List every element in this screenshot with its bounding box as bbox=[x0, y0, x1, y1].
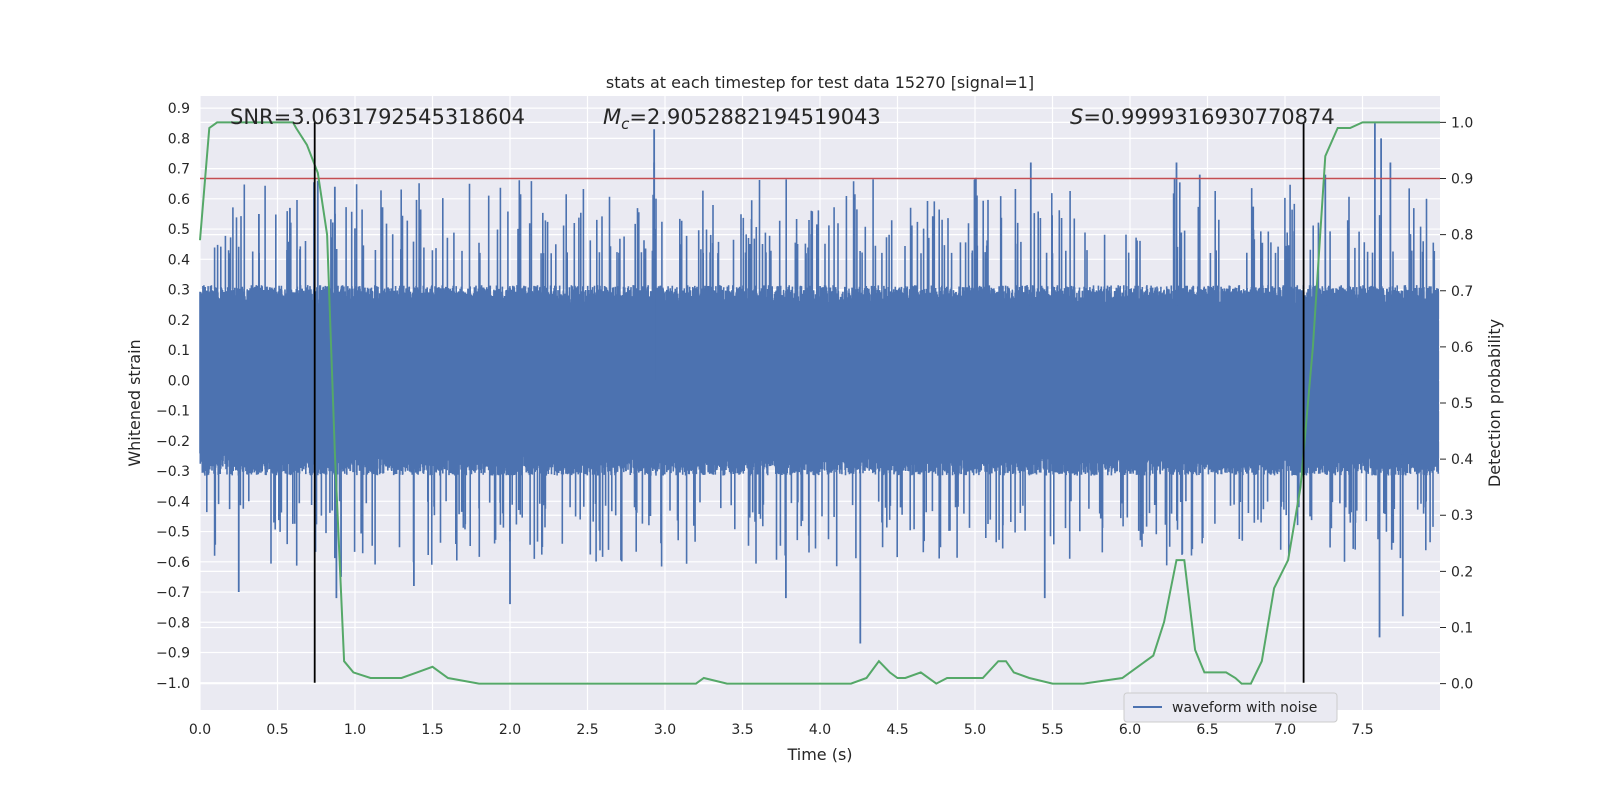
y-right-tick-label: 1.0 bbox=[1451, 115, 1473, 131]
y-ticks-right: 1.0 0.9 0.8 0.7 0.6 0.5 0.4 0.3 0.2 0.1 0.0 bbox=[1440, 115, 1473, 693]
x-tick-label: 0.0 bbox=[189, 722, 211, 738]
y-right-tick-label: 0.6 bbox=[1451, 340, 1473, 356]
y-tick-label: 0.4 bbox=[168, 252, 190, 268]
y-right-tick-label: 0.3 bbox=[1451, 508, 1473, 524]
x-tick-label: 1.0 bbox=[344, 722, 366, 738]
x-tick-label: 0.5 bbox=[266, 722, 288, 738]
y-right-tick-label: 0.8 bbox=[1451, 228, 1473, 244]
x-tick-label: 4.0 bbox=[809, 722, 831, 738]
x-tick-label: 7.0 bbox=[1274, 722, 1296, 738]
x-tick-label: 5.0 bbox=[964, 722, 986, 738]
x-tick-label: 1.5 bbox=[421, 722, 443, 738]
legend: waveform with noise bbox=[1123, 692, 1338, 723]
x-tick-label: 7.5 bbox=[1351, 722, 1373, 738]
chirp-mass-value: =2.9052882194519043 bbox=[629, 105, 880, 129]
x-axis-label: Time (s) bbox=[786, 745, 852, 764]
chart-title: stats at each timestep for test data 152… bbox=[606, 73, 1034, 92]
x-ticks: 0.0 0.5 1.0 1.5 2.0 2.5 3.0 3.5 4.0 4.5 5.0 5.5 6.0 6… bbox=[189, 722, 1374, 738]
noise-peaks bbox=[237, 123, 1404, 644]
y-right-tick-label: 0.0 bbox=[1451, 677, 1473, 693]
x-tick-label: 4.5 bbox=[886, 722, 908, 738]
y-tick-label: 0.5 bbox=[168, 222, 190, 238]
y-tick-label: 0.2 bbox=[168, 313, 190, 329]
y-right-tick-label: 0.4 bbox=[1451, 452, 1473, 468]
y-tick-label: 0.8 bbox=[168, 131, 190, 147]
y-tick-label: 0.0 bbox=[168, 373, 190, 389]
y-tick-label: −0.9 bbox=[156, 646, 190, 662]
score-symbol: S bbox=[1070, 105, 1083, 129]
y-tick-label: 0.1 bbox=[168, 343, 190, 359]
chirp-mass-annotation: Mc=2.9052882194519043 bbox=[603, 105, 881, 133]
y-tick-label: −0.2 bbox=[156, 434, 190, 450]
y-axis-label: Whitened strain bbox=[125, 339, 144, 466]
x-tick-label: 2.0 bbox=[499, 722, 521, 738]
y-tick-label: −0.7 bbox=[156, 585, 190, 601]
detection-probability-line bbox=[199, 121, 1440, 685]
y-right-tick-label: 0.2 bbox=[1451, 564, 1473, 580]
y-tick-label: 0.7 bbox=[168, 162, 190, 178]
x-tick-label: 2.5 bbox=[576, 722, 598, 738]
snr-annotation: SNR=3.0631792545318604 bbox=[230, 105, 525, 129]
chirp-mass-symbol: M bbox=[603, 105, 621, 129]
x-tick-label: 3.0 bbox=[654, 722, 676, 738]
y-tick-label: 0.3 bbox=[168, 283, 190, 299]
legend-box bbox=[1123, 692, 1338, 723]
y-tick-label: −0.3 bbox=[156, 464, 190, 480]
legend-label: waveform with noise bbox=[1172, 700, 1317, 716]
y-ticks: 0.9 0.8 0.7 0.6 0.5 0.4 0.3 0.2 0.1 0.0 −0.1 −0.2 −0… bbox=[156, 101, 190, 692]
x-tick-label: 6.0 bbox=[1119, 722, 1141, 738]
y-right-tick-label: 0.7 bbox=[1451, 284, 1473, 300]
y-tick-label: −0.6 bbox=[156, 555, 190, 571]
noise-series bbox=[199, 177, 1439, 567]
y-tick-label: −0.4 bbox=[156, 494, 190, 510]
score-annotation: S=0.9999316930770874 bbox=[1070, 105, 1335, 129]
y-tick-label: 0.6 bbox=[168, 192, 190, 208]
noise-core-band bbox=[200, 305, 1438, 455]
score-value: =0.9999316930770874 bbox=[1083, 105, 1334, 129]
y-right-tick-label: 0.5 bbox=[1451, 396, 1473, 412]
y-tick-label: −0.8 bbox=[156, 615, 190, 631]
x-tick-label: 3.5 bbox=[731, 722, 753, 738]
chirp-mass-subscript: c bbox=[621, 115, 630, 133]
y-right-tick-label: 0.9 bbox=[1451, 172, 1473, 188]
y-right-tick-label: 0.1 bbox=[1451, 620, 1473, 636]
y-tick-label: −0.5 bbox=[156, 525, 190, 541]
y-tick-label: 0.9 bbox=[168, 101, 190, 117]
y-tick-label: −0.1 bbox=[156, 404, 190, 420]
x-tick-label: 6.5 bbox=[1196, 722, 1218, 738]
y-axis-label-right: Detection probability bbox=[1485, 319, 1504, 487]
y-tick-label: −1.0 bbox=[156, 676, 190, 692]
probability-series bbox=[199, 121, 1440, 685]
vertical-markers bbox=[313, 122, 1305, 683]
x-tick-label: 5.5 bbox=[1041, 722, 1063, 738]
